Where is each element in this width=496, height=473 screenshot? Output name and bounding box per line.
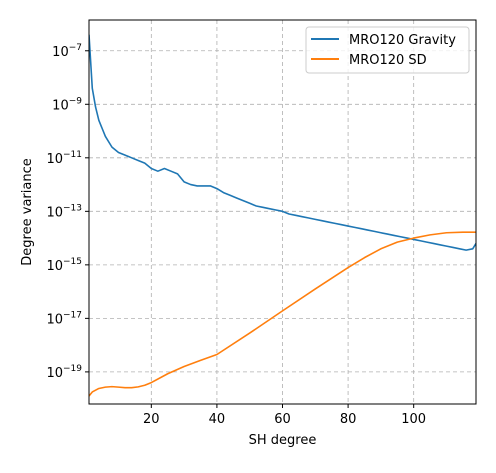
- y-tick-base: 10: [46, 152, 63, 167]
- legend-label-gravity: MRO120 Gravity: [349, 33, 456, 48]
- x-tick-label: 60: [274, 412, 291, 427]
- y-tick-base: 10: [52, 45, 69, 60]
- grid-layer: [89, 20, 476, 404]
- y-axis-label: Degree variance: [20, 158, 35, 265]
- legend-label-sd: MRO120 SD: [349, 53, 427, 68]
- y-tick-exponent: −17: [63, 310, 82, 320]
- legend: MRO120 Gravity MRO120 SD: [305, 26, 470, 74]
- x-tick-label: 40: [209, 412, 226, 427]
- legend-box: [305, 26, 470, 74]
- y-tick-exponent: −13: [63, 203, 82, 213]
- y-tick-exponent: −9: [69, 96, 83, 106]
- x-axis-label: SH degree: [249, 433, 317, 448]
- y-tick-base: 10: [46, 259, 63, 274]
- y-tick-label: 10−15: [46, 257, 82, 274]
- y-tick-label: 10−19: [46, 364, 82, 381]
- y-tick-label: 10−13: [46, 203, 82, 220]
- x-tick-label: 100: [401, 412, 426, 427]
- x-ticks-layer: 20 40 60 80 100: [143, 404, 426, 427]
- series-layer: [89, 34, 476, 397]
- y-tick-exponent: −15: [63, 257, 82, 267]
- y-tick-label: 10−9: [52, 96, 82, 113]
- y-tick-base: 10: [46, 366, 63, 381]
- y-tick-label: 10−17: [46, 310, 82, 327]
- y-tick-exponent: −19: [63, 364, 82, 374]
- y-tick-base: 10: [52, 98, 69, 113]
- y-tick-label: 10−7: [52, 43, 82, 60]
- y-tick-exponent: −7: [69, 43, 82, 53]
- y-tick-label: 10−11: [46, 150, 82, 167]
- series-line-sd: [89, 231, 476, 397]
- x-tick-label: 20: [143, 412, 160, 427]
- y-tick-base: 10: [46, 312, 63, 327]
- y-tick-exponent: −11: [63, 150, 82, 160]
- y-tick-base: 10: [46, 205, 63, 220]
- x-tick-label: 80: [340, 412, 357, 427]
